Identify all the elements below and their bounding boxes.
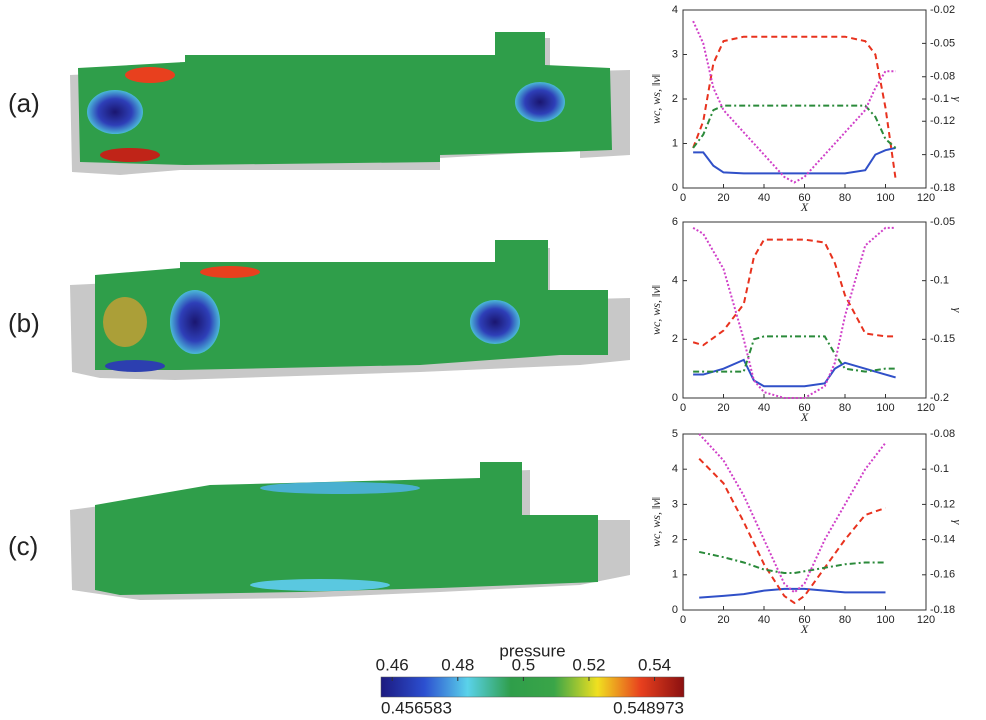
y-tick-label: 4: [672, 463, 678, 475]
x-tick-label: 100: [876, 402, 894, 414]
y2-tick-label: -0.08: [930, 71, 955, 83]
x-tick-label: 40: [758, 614, 770, 626]
x-axis-label: X: [800, 200, 809, 214]
y2-tick-label: -0.1: [930, 463, 949, 475]
y-axis-label: wc, ws, ‖v‖: [649, 497, 663, 547]
x-tick-label: 0: [680, 402, 686, 414]
colorbar-tick-label: 0.5: [512, 655, 536, 674]
y-tick-label: 3: [672, 498, 678, 510]
x-tick-label: 80: [839, 192, 851, 204]
colorbar-tick-label: 0.52: [572, 655, 605, 674]
x-tick-label: 80: [839, 402, 851, 414]
series-line: [699, 459, 885, 603]
y2-tick-label: -0.1: [930, 93, 949, 105]
simulation-c: [70, 462, 630, 600]
x-tick-label: 0: [680, 614, 686, 626]
y-axis-label: wc, ws, ‖v‖: [649, 74, 663, 124]
panel-label: (c): [8, 531, 38, 561]
y-tick-label: 2: [672, 93, 678, 105]
x-tick-label: 0: [680, 192, 686, 204]
x-tick-label: 20: [717, 614, 729, 626]
y-tick-label: 0: [672, 182, 678, 194]
y-tick-label: 4: [672, 275, 678, 287]
y-tick-label: 2: [672, 333, 678, 345]
y2-tick-label: -0.02: [930, 4, 955, 16]
y2-tick-label: -0.14: [930, 534, 955, 546]
y2-axis-label: γ: [950, 97, 964, 102]
x-tick-label: 80: [839, 614, 851, 626]
y2-tick-label: -0.12: [930, 115, 955, 127]
plot-frame: [683, 222, 926, 398]
y-tick-label: 3: [672, 48, 678, 60]
series-line: [693, 21, 896, 182]
y-tick-label: 0: [672, 392, 678, 404]
x-tick-label: 20: [717, 402, 729, 414]
y2-tick-label: -0.12: [930, 498, 955, 510]
colorbar-max-label: 0.548973: [613, 698, 684, 717]
colorbar: [381, 677, 684, 697]
y2-tick-label: -0.05: [930, 216, 955, 228]
series-line: [699, 589, 885, 598]
x-axis-label: X: [800, 410, 809, 424]
x-tick-label: 100: [876, 192, 894, 204]
colorbar-min-label: 0.456583: [381, 698, 452, 717]
x-tick-label: 40: [758, 192, 770, 204]
y-tick-label: 0: [672, 604, 678, 616]
y-tick-label: 4: [672, 4, 678, 16]
panel-label: (a): [8, 88, 40, 118]
colorbar-tick-label: 0.54: [638, 655, 671, 674]
y2-tick-label: -0.18: [930, 182, 955, 194]
series-line: [693, 360, 896, 386]
y2-tick-label: -0.08: [930, 428, 955, 440]
series-line: [693, 148, 896, 173]
figure: (a) (b) (c) 02040608010012001234-0.18-0.…: [0, 0, 986, 720]
y2-tick-label: -0.18: [930, 604, 955, 616]
x-tick-label: 20: [717, 192, 729, 204]
y2-axis-label: γ: [950, 520, 964, 525]
y2-tick-label: -0.05: [930, 37, 955, 49]
y2-tick-label: -0.2: [930, 392, 949, 404]
colorbar-tick-label: 0.48: [441, 655, 474, 674]
series-line: [699, 552, 885, 573]
panel-label: (b): [8, 308, 40, 338]
simulation-a: [70, 32, 630, 175]
y2-axis-label: γ: [950, 308, 964, 313]
y2-tick-label: -0.15: [930, 333, 955, 345]
y2-tick-label: -0.16: [930, 569, 955, 581]
y-tick-label: 6: [672, 216, 678, 228]
y-axis-label: wc, ws, ‖v‖: [649, 285, 663, 335]
series-line: [693, 240, 896, 346]
x-tick-label: 40: [758, 402, 770, 414]
simulation-b: [70, 240, 630, 380]
y-tick-label: 1: [672, 137, 678, 149]
series-line: [693, 106, 896, 148]
y-tick-label: 2: [672, 534, 678, 546]
x-axis-label: X: [800, 622, 809, 636]
series-line: [699, 434, 885, 592]
y-tick-label: 5: [672, 428, 678, 440]
series-line: [693, 336, 896, 371]
y2-tick-label: -0.15: [930, 149, 955, 161]
y-tick-label: 1: [672, 569, 678, 581]
colorbar-tick-label: 0.46: [376, 655, 409, 674]
y2-tick-label: -0.1: [930, 275, 949, 287]
x-tick-label: 100: [876, 614, 894, 626]
